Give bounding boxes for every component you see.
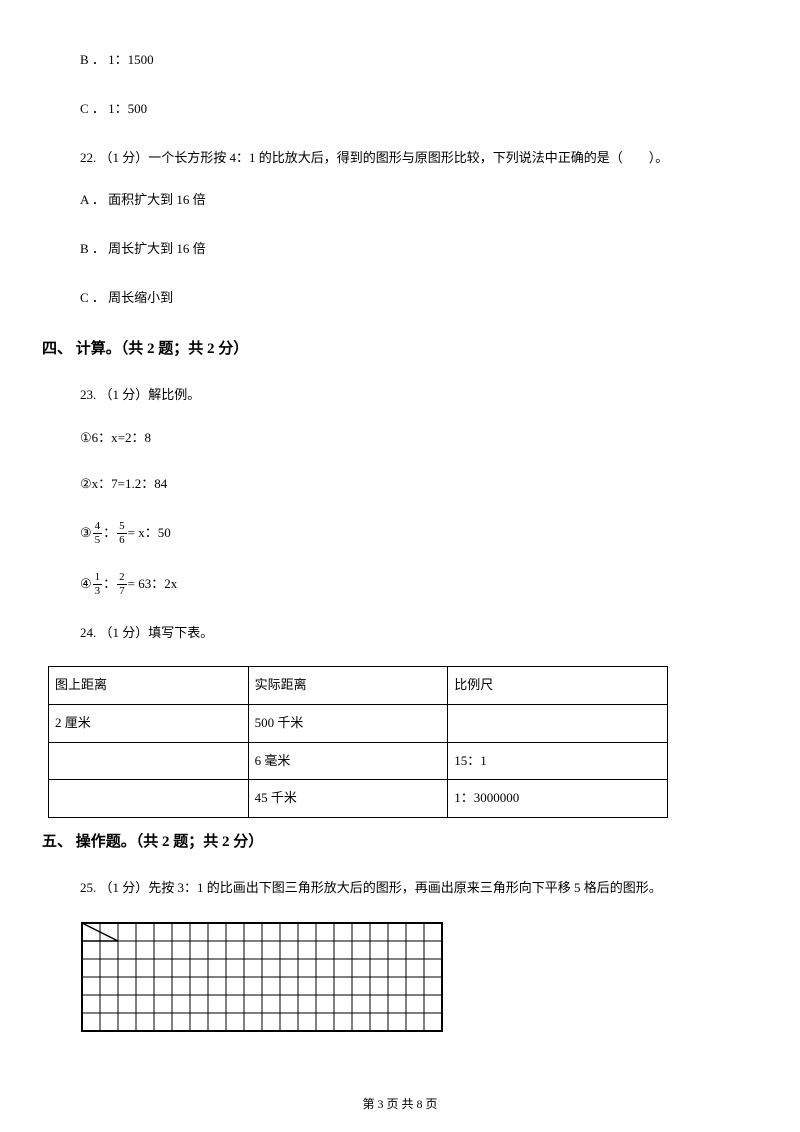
table-row: 图上距离 实际距离 比例尺: [49, 666, 668, 704]
question-text: 23. （1 分）解比例。: [80, 387, 200, 402]
table-cell: 500 千米: [248, 704, 448, 742]
footer-text: 第 3 页 共 8 页: [362, 1097, 437, 1111]
question-text: 22. （1 分）一个长方形按 4：1 的比放大后，得到的图形与原图形比较，下列…: [80, 150, 668, 165]
table-cell: 1：3000000: [448, 780, 668, 818]
table-cell: 2 厘米: [49, 704, 249, 742]
denominator: 7: [117, 585, 127, 597]
fraction-4-5: 4 5: [93, 521, 103, 546]
option-text: B ． 周长扩大到 16 倍: [80, 241, 206, 256]
table-row: 45 千米 1：3000000: [49, 780, 668, 818]
table-cell: 45 千米: [248, 780, 448, 818]
colon: ：: [103, 574, 116, 595]
fraction-2-7: 2 7: [117, 572, 127, 597]
question-text: 24. （1 分）填写下表。: [80, 625, 213, 640]
table-cell: [49, 780, 249, 818]
page-footer: 第 3 页 共 8 页: [0, 1095, 800, 1114]
numerator: 4: [93, 521, 103, 534]
section-5-header: 五、 操作题。（共 2 题；共 2 分）: [40, 830, 760, 854]
table-cell: 15：1: [448, 742, 668, 780]
table-cell: [448, 704, 668, 742]
option-b-1500: B ． 1：1500: [40, 50, 760, 71]
table-header-real-distance: 实际距离: [248, 666, 448, 704]
section-text: 四、 计算。（共 2 题；共 2 分）: [42, 341, 248, 357]
table-cell: 6 毫米: [248, 742, 448, 780]
numerator: 5: [117, 521, 127, 534]
table-header-scale: 比例尺: [448, 666, 668, 704]
denominator: 3: [93, 585, 103, 597]
equation-23-1: ①6：x=2：8: [40, 428, 760, 449]
table-row: 2 厘米 500 千米: [49, 704, 668, 742]
eq-prefix: ④: [80, 574, 92, 595]
section-4-header: 四、 计算。（共 2 题；共 2 分）: [40, 337, 760, 361]
option-text: C ． 1：500: [80, 101, 147, 116]
eq-prefix: ③: [80, 523, 92, 544]
colon: ：: [103, 523, 116, 544]
equation-23-2: ②x：7=1.2：84: [40, 474, 760, 495]
question-24: 24. （1 分）填写下表。: [40, 623, 760, 644]
option-text: B ． 1：1500: [80, 52, 154, 67]
question-22: 22. （1 分）一个长方形按 4：1 的比放大后，得到的图形与原图形比较，下列…: [40, 148, 760, 169]
option-22-a: A ． 面积扩大到 16 倍: [40, 190, 760, 211]
section-text: 五、 操作题。（共 2 题；共 2 分）: [42, 834, 263, 850]
denominator: 6: [117, 534, 127, 546]
question-25: 25. （1 分）先按 3：1 的比画出下图三角形放大后的图形，再画出原来三角形…: [40, 878, 760, 899]
numerator: 1: [93, 572, 103, 585]
numerator: 2: [117, 572, 127, 585]
grid-svg: [80, 921, 444, 1033]
denominator: 5: [93, 534, 103, 546]
option-22-c: C ． 周长缩小到: [40, 288, 760, 309]
distance-scale-table: 图上距离 实际距离 比例尺 2 厘米 500 千米 6 毫米 15：1 45 千…: [48, 666, 668, 818]
equation-text: ①6：x=2：8: [80, 430, 151, 445]
table-cell: [49, 742, 249, 780]
option-text: C ． 周长缩小到: [80, 290, 173, 305]
equation-23-4: ④ 1 3 ： 2 7 = 63：2x: [40, 572, 760, 597]
question-23: 23. （1 分）解比例。: [40, 385, 760, 406]
eq-suffix: = 63：2x: [128, 574, 178, 595]
option-c-500: C ． 1：500: [40, 99, 760, 120]
question-text: 25. （1 分）先按 3：1 的比画出下图三角形放大后的图形，再画出原来三角形…: [80, 880, 662, 895]
fraction-1-3: 1 3: [93, 572, 103, 597]
equation-23-3: ③ 4 5 ： 5 6 = x：50: [40, 521, 760, 546]
eq-suffix: = x：50: [128, 523, 171, 544]
fraction-5-6: 5 6: [117, 521, 127, 546]
table-header-map-distance: 图上距离: [49, 666, 249, 704]
option-22-b: B ． 周长扩大到 16 倍: [40, 239, 760, 260]
triangle-grid-diagram: [80, 921, 760, 1040]
option-text: A ． 面积扩大到 16 倍: [80, 192, 206, 207]
equation-text: ②x：7=1.2：84: [80, 476, 167, 491]
table-row: 6 毫米 15：1: [49, 742, 668, 780]
